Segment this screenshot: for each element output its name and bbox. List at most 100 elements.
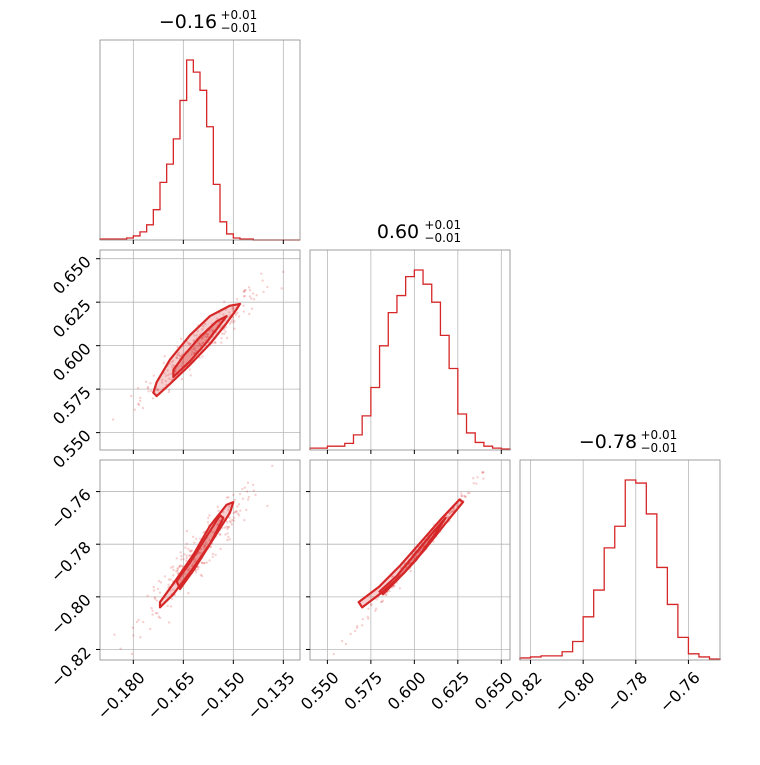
scatter-point [201,561,204,565]
scatter-point [349,632,352,636]
scatter-point [150,606,153,610]
histogram-bin [625,480,636,660]
histogram-bin [173,139,180,240]
scatter-point [244,289,247,292]
scatter-point [171,565,175,568]
scatter-point [217,321,221,324]
scatter-point [191,562,194,566]
scatter-point [135,620,139,624]
scatter-point [193,541,196,544]
scatter-point [243,294,247,298]
scatter-point [151,397,155,400]
scatter-point [220,341,223,344]
scatter-point [142,620,145,624]
scatter-point [187,547,190,551]
scatter-point [169,578,172,581]
scatter-point [153,597,157,600]
scatter-point [167,390,171,394]
scatter-point [260,272,263,275]
scatter-point [147,390,150,393]
scatter-point [185,556,188,560]
scatter-point [463,494,466,498]
scatter-point [149,389,153,393]
scatter-point [174,370,177,373]
scatter-point [148,627,152,631]
scatter-point [191,347,195,351]
scatter-point [374,607,378,610]
scatter-point [224,330,227,333]
scatter-point [232,519,236,522]
scatter-point [200,574,204,578]
histogram-bin [207,127,214,240]
scatter-point [180,364,184,368]
scatter-point [208,329,212,332]
scatter-point [176,566,179,570]
histogram-bin [327,446,336,450]
scatter-point [189,550,192,553]
scatter-point [203,544,206,548]
scatter-point [176,569,179,573]
scatter-point [245,490,249,493]
scatter-point [226,538,229,542]
histogram-bin [147,225,154,240]
tick-label-x: −0.78 [603,668,651,716]
histogram-bin [467,433,476,450]
histogram-bin [573,641,584,660]
scatter-point [194,571,198,574]
scatter-point [188,554,191,558]
tick-label-y: −0.80 [47,590,95,638]
param-title-1: 0.60 [377,221,419,243]
scatter-point [266,504,269,508]
scatter-point [197,565,200,569]
scatter-point [230,518,234,522]
histogram-bin [380,346,389,450]
scatter-point [282,270,285,274]
scatter-point [179,578,182,581]
scatter-point [207,516,210,520]
scatter-point [211,329,214,332]
scatter-point [355,626,359,629]
scatter-point [192,339,195,342]
scatter-point [236,505,239,508]
scatter-point [164,374,168,377]
scatter-point [156,612,159,615]
scatter-point [388,589,391,593]
scatter-point [201,341,204,345]
scatter-point [223,332,226,336]
histogram-step-p2 [519,479,721,660]
tick-label-y: 0.625 [49,296,95,342]
scatter-point [186,568,189,571]
scatter-point [155,599,158,602]
scatter-point [199,573,203,577]
histogram-bin [388,313,397,450]
scatter-point [139,396,142,400]
scatter-point [189,374,192,377]
scatter-point [198,551,201,555]
tick-label-x: −0.76 [656,668,704,716]
scatter-point [225,336,229,340]
scatter-point [251,483,255,487]
scatter-point [159,581,163,584]
histogram-bin [552,656,563,660]
scatter-point [472,482,476,485]
scatter-point [248,289,252,292]
scatter-point [204,541,208,544]
panel-frame [519,459,721,661]
histogram-bin [362,416,371,450]
histogram-bin [531,657,542,660]
scatter-point [222,313,225,316]
scatter-point [203,546,206,550]
scatter-point [175,570,178,573]
scatter-point [460,492,463,495]
histogram-bin [423,284,432,450]
scatter-point [481,471,484,474]
scatter-point [374,609,377,613]
param-title-minus-1: −0.01 [424,231,461,245]
scatter-point [227,535,230,539]
scatter-point [188,342,191,346]
scatter-point [208,514,211,517]
scatter-point [247,495,251,499]
tick-label-y: −0.78 [47,538,95,586]
